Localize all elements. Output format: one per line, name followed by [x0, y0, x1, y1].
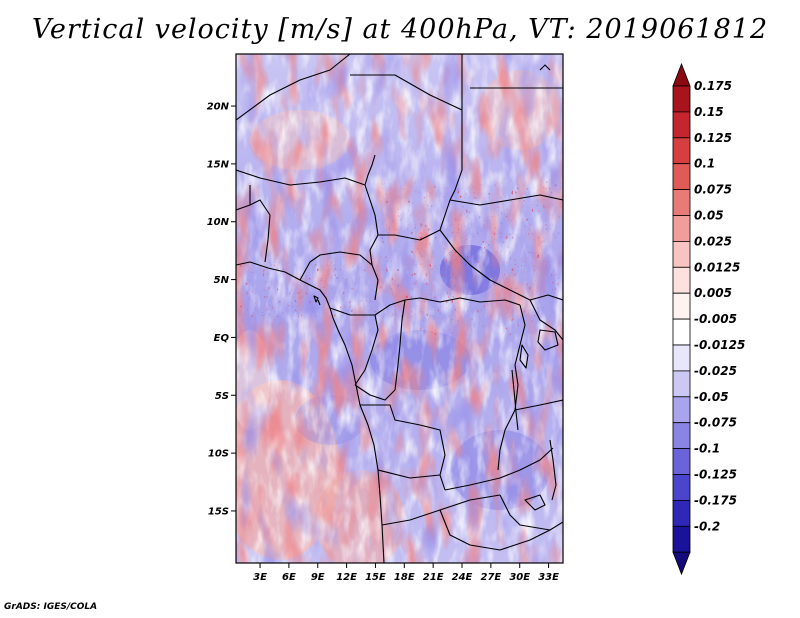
- map-title: Vertical velocity [m/s] at 400hPa, VT: 2…: [31, 14, 769, 45]
- colorbar-segment: [672, 189, 691, 216]
- colorbar-segment: [672, 240, 691, 268]
- colorbar-label: -0.125: [694, 468, 737, 482]
- colorbar-segment: [672, 266, 691, 294]
- lat-tick-label: 10N: [207, 217, 230, 228]
- colorbar-label: 0.05: [694, 209, 724, 223]
- lat-tick-label: 10S: [208, 449, 229, 460]
- lon-tick-label: 18E: [394, 572, 415, 583]
- colorbar-segment: [672, 137, 691, 165]
- lon-tick-label: 3E: [253, 572, 267, 583]
- colorbar-segment: [672, 422, 691, 450]
- colorbar-label: -0.05: [694, 390, 729, 404]
- lon-tick-label: 24E: [452, 572, 473, 583]
- colorbar-segment: [672, 396, 691, 424]
- lon-tick-label: 15E: [365, 572, 386, 583]
- colorbar-label: -0.1: [694, 442, 720, 456]
- colorbar-segment: [672, 215, 691, 242]
- lon-tick-label: 6E: [282, 572, 296, 583]
- colorbar-segment: [672, 370, 691, 398]
- colorbar-segment: [672, 525, 691, 553]
- colorbar: 0.175 0.15 0.125 0.1 0.075 0.05 0.025 0.0125 0.0…: [672, 62, 745, 576]
- colorbar-segment: [672, 85, 691, 113]
- colorbar-label: 0.075: [694, 183, 732, 197]
- country-borders: [236, 54, 563, 563]
- lon-tick-label: 21E: [423, 572, 444, 583]
- colorbar-label: -0.175: [694, 493, 737, 507]
- map-frame: [235, 53, 564, 564]
- colorbar-label: -0.0125: [694, 338, 745, 352]
- colorbar-label: -0.2: [694, 519, 720, 533]
- colorbar-label: 0.025: [694, 234, 732, 248]
- colorbar-segment: [672, 499, 691, 527]
- latitude-axis: 20N 15N 10N 5N EQ 5S 10S 15S: [207, 102, 236, 517]
- lat-tick-label: 15N: [207, 159, 230, 170]
- lat-tick-label: EQ: [214, 333, 230, 344]
- colorbar-segment: [672, 318, 691, 346]
- grads-credit: GrADS: IGES/COLA: [4, 602, 98, 612]
- colorbar-segment: [672, 344, 691, 372]
- lat-tick-label: 5S: [215, 391, 229, 402]
- lat-tick-label: 15S: [208, 506, 229, 517]
- colorbar-segment: [672, 292, 691, 320]
- colorbar-label: -0.075: [694, 416, 737, 430]
- colorbar-label: 0.125: [694, 131, 732, 145]
- colorbar-segment: [672, 111, 691, 139]
- colorbar-label: 0.005: [694, 286, 732, 300]
- colorbar-label: 0.1: [694, 157, 715, 171]
- longitude-axis: 3E 6E 9E 12E 15E 18E 21E 24E 27E 30E 33E: [253, 563, 559, 583]
- vertical-velocity-field: [236, 54, 563, 563]
- colorbar-label: -0.005: [694, 312, 737, 326]
- colorbar-segment: [672, 448, 691, 475]
- lon-tick-label: 30E: [509, 572, 530, 583]
- lon-tick-label: 12E: [336, 572, 357, 583]
- lat-tick-label: 5N: [214, 275, 230, 286]
- colorbar-label: 0.15: [694, 105, 724, 119]
- lat-tick-label: 20N: [207, 102, 230, 113]
- lon-tick-label: 9E: [311, 572, 325, 583]
- lon-tick-label: 27E: [480, 572, 501, 583]
- lon-tick-label: 33E: [538, 572, 559, 583]
- colorbar-bottom-arrow: [672, 551, 691, 576]
- colorbar-label: -0.025: [694, 364, 737, 378]
- colorbar-label: 0.0125: [694, 260, 740, 274]
- colorbar-top-arrow: [672, 62, 691, 87]
- colorbar-segment: [672, 163, 691, 190]
- colorbar-label: 0.175: [694, 79, 732, 93]
- colorbar-segment: [672, 474, 691, 501]
